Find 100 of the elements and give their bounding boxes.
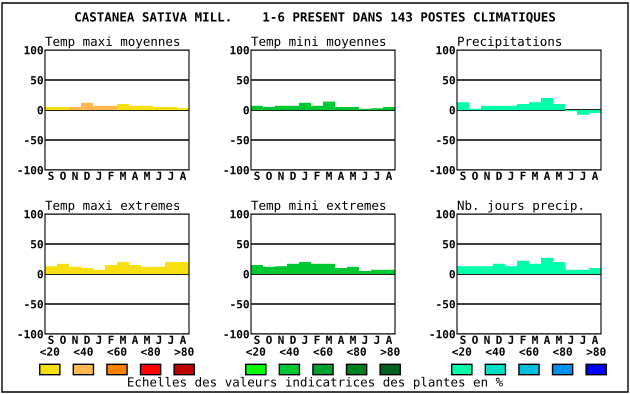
x-tick-label: J [362,172,368,180]
x-tick-label: D [84,336,90,344]
x-tick-label: A [386,336,392,344]
y-tick-label: -50 [25,136,43,144]
y-tick-label: 50 [237,76,249,84]
y-tick-label: 50 [443,76,455,84]
y-tick-label: -100 [18,330,43,338]
x-tick-label: N [72,172,78,180]
category-label: <80 [141,347,160,356]
x-tick-label: M [532,172,538,180]
x-tick-label: A [132,336,138,344]
y-tick-label: 100 [230,210,249,218]
y-tick-label: 0 [450,106,455,114]
y-tick-label: -100 [430,330,455,338]
category-label: <80 [347,347,366,356]
chart-title: Temp maxi extremes [45,200,180,212]
y-tick-label: 50 [443,240,455,248]
x-tick-label: N [484,336,490,344]
x-tick-label: O [472,336,478,344]
x-tick-label: F [314,172,320,180]
x-tick-label: O [266,172,272,180]
y-tick-label: -50 [231,300,249,308]
x-tick-label: A [338,336,344,344]
x-tick-label: A [592,172,598,180]
x-tick-label: S [254,336,260,344]
x-tick-label: M [144,172,150,180]
category-label: <40 [486,347,505,356]
text: CASTANEA SATIVA MILL. 1-6 PRESENT DANS 143 POSTES CLIMATIQUES [75,12,556,24]
x-tick-label: N [278,336,284,344]
x-tick-label: M [144,336,150,344]
y-tick-label: 50 [31,76,43,84]
category-label: <20 [40,347,60,356]
x-tick-label: J [568,336,574,344]
x-tick-label: J [302,336,308,344]
y-tick-label: 0 [244,270,249,278]
x-tick-label: A [132,172,138,180]
text: Echelles des valeurs indicatrices des plantes en % [128,376,503,390]
y-tick-label: 100 [24,210,43,218]
x-tick-label: A [592,336,598,344]
category-label: >80 [174,347,194,356]
x-tick-label: J [508,172,514,180]
x-tick-label: J [156,172,162,180]
x-tick-label: D [496,336,502,344]
x-tick-label: J [302,172,308,180]
x-tick-label: M [350,336,356,344]
x-tick-label: D [290,172,296,180]
x-tick-label: O [266,336,272,344]
x-tick-label: J [374,336,380,344]
x-tick-label: J [168,172,174,180]
x-tick-label: A [338,172,344,180]
x-tick-label: A [544,172,550,180]
x-tick-label: M [556,336,562,344]
x-tick-label: M [556,172,562,180]
x-tick-label: S [460,172,466,180]
x-tick-label: O [60,172,66,180]
category-label: <40 [74,347,93,356]
category-label: <20 [246,347,266,356]
category-label: <20 [452,347,472,356]
y-tick-label: 0 [38,270,43,278]
x-tick-label: N [72,336,78,344]
x-tick-label: D [496,172,502,180]
y-tick-label: -50 [437,300,455,308]
x-tick-label: S [460,336,466,344]
chart-title: Temp maxi moyennes [45,36,180,48]
x-tick-label: S [254,172,260,180]
x-tick-label: J [362,336,368,344]
x-tick-label: J [568,172,574,180]
x-tick-label: M [532,336,538,344]
y-tick-label: 50 [31,240,43,248]
x-tick-label: O [60,336,66,344]
category-label: <80 [553,347,572,356]
x-tick-label: M [350,172,356,180]
y-tick-label: 0 [450,270,455,278]
category-label: >80 [586,347,606,356]
chart-title: Temp mini moyennes [251,36,386,48]
x-tick-label: N [278,172,284,180]
category-label: <60 [313,347,332,356]
category-label: <60 [107,347,126,356]
y-tick-label: -100 [430,166,455,174]
y-tick-label: 100 [436,46,455,54]
y-tick-label: 100 [24,46,43,54]
x-tick-label: J [374,172,380,180]
x-tick-label: J [96,336,102,344]
y-tick-label: 100 [436,210,455,218]
x-tick-label: O [472,172,478,180]
category-label: <60 [519,347,538,356]
chart-title: Precipitations [458,36,562,48]
x-tick-label: A [386,172,392,180]
x-tick-label: J [96,172,102,180]
y-tick-label: -50 [231,136,249,144]
x-tick-label: F [108,336,114,344]
x-tick-label: D [290,336,296,344]
x-tick-label: D [84,172,90,180]
x-tick-label: J [580,336,586,344]
x-tick-label: M [120,172,126,180]
x-tick-label: J [168,336,174,344]
x-tick-label: A [544,336,550,344]
x-tick-label: F [520,172,526,180]
x-tick-label: J [508,336,514,344]
y-tick-label: 100 [230,46,249,54]
